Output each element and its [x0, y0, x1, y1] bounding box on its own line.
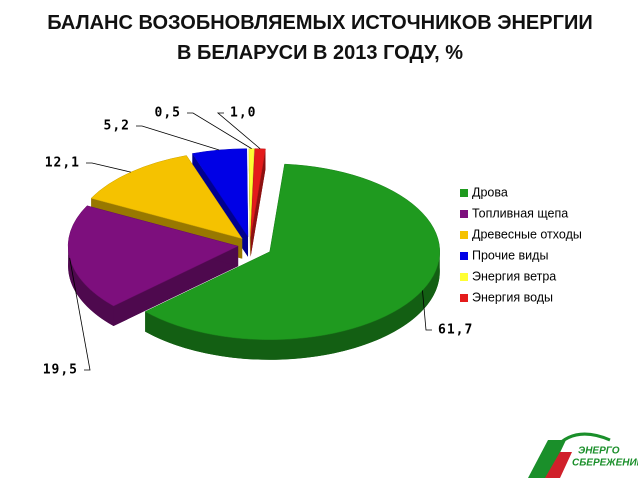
legend-swatch [460, 231, 468, 239]
data-label: 12,1 [45, 156, 80, 171]
data-label: 5,2 [104, 119, 130, 134]
leader-line [136, 125, 220, 151]
data-label: 0,5 [155, 106, 181, 121]
legend-swatch [460, 252, 468, 260]
legend-label: Древесные отходы [472, 227, 582, 241]
leader-line [69, 257, 91, 371]
chart-title: БАЛАНС ВОЗОБНОВЛЯЕМЫХ ИСТОЧНИКОВ ЭНЕРГИИ… [47, 12, 593, 64]
logo-text: ЭНЕРГО [578, 446, 620, 457]
data-label: 61,7 [438, 323, 473, 338]
legend-label: Дрова [472, 185, 508, 199]
logo: ЭНЕРГО СБЕРЕЖЕНИЕ [528, 432, 638, 478]
logo-text: СБЕРЕЖЕНИЕ [572, 458, 638, 469]
data-label: 19,5 [43, 363, 78, 378]
legend-label: Топливная щепа [472, 206, 568, 220]
legend-swatch [460, 294, 468, 302]
logo-shape [553, 432, 611, 450]
legend-label: Энергия воды [472, 290, 553, 304]
slice [191, 148, 249, 238]
legend-label: Энергия ветра [472, 269, 556, 283]
logo-shape [545, 452, 572, 478]
legend-label: Прочие виды [472, 248, 548, 262]
leader-line [422, 290, 432, 331]
logo-shape [528, 440, 566, 478]
legend-swatch [460, 273, 468, 281]
slice-wall [113, 246, 239, 327]
legend-swatch [460, 189, 468, 197]
leader-line [86, 162, 131, 173]
leader-line [216, 112, 261, 150]
slice [144, 163, 440, 341]
leader-line [187, 112, 252, 149]
slice-wall [250, 148, 266, 257]
legend-swatch [460, 210, 468, 218]
slice-side [68, 246, 114, 327]
data-label: 1,0 [230, 106, 256, 121]
slice-side [145, 251, 440, 360]
